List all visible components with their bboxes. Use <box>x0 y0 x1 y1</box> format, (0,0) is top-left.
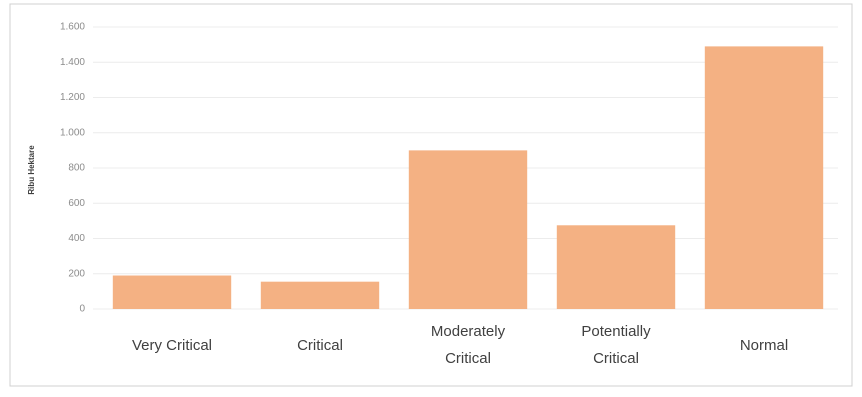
y-tick-label: 800 <box>68 163 85 174</box>
x-tick-label: Very Critical <box>132 337 212 354</box>
bar <box>112 275 232 309</box>
y-axis-title: Ribu Hektare <box>27 145 36 195</box>
y-tick-label: 0 <box>79 304 85 315</box>
bar <box>260 281 380 309</box>
x-tick-label: Moderately Critical <box>431 323 506 367</box>
x-tick-label: Critical <box>297 337 343 354</box>
bar <box>408 150 528 309</box>
y-tick-label: 1.400 <box>60 57 85 68</box>
y-tick-label: 400 <box>68 233 85 244</box>
y-tick-label: 1.600 <box>60 22 85 33</box>
bar <box>704 46 824 309</box>
y-tick-label: 600 <box>68 198 85 209</box>
y-tick-label: 1.000 <box>60 127 85 138</box>
y-tick-label: 1.200 <box>60 92 85 103</box>
x-tick-label: Normal <box>740 337 788 354</box>
x-tick-label: Potentially Critical <box>581 323 651 367</box>
bar <box>556 225 676 309</box>
y-tick-label: 200 <box>68 268 85 279</box>
